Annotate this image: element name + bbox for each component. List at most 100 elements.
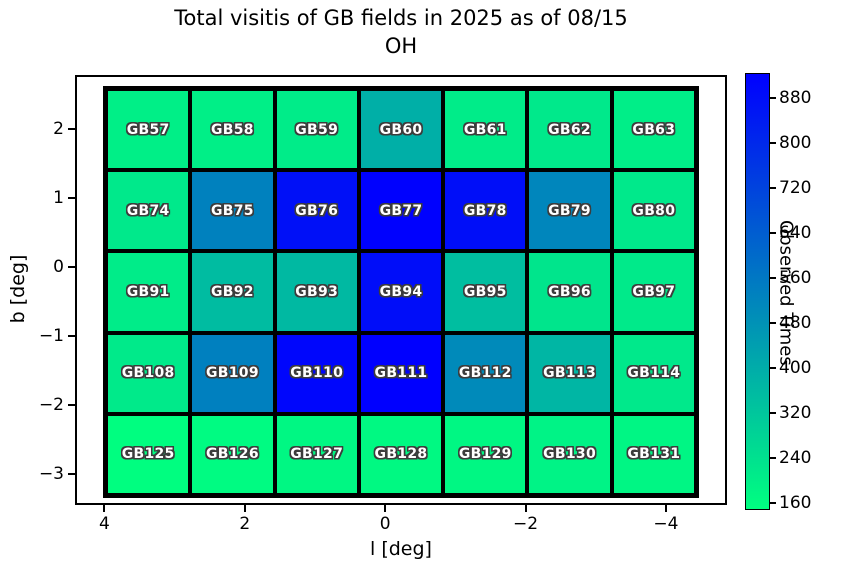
cell-label: GB78 <box>463 202 507 219</box>
heatmap-cell-gb79: GB79 <box>527 170 612 252</box>
colorbar-gradient <box>745 73 770 510</box>
cell-label: GB114 <box>627 365 681 382</box>
heatmap-cell-gb74: GB74 <box>106 170 191 252</box>
x-axis-tick-label: −4 <box>653 514 679 534</box>
colorbar-tick-label: 880 <box>779 87 812 108</box>
y-axis-tick <box>68 127 75 130</box>
y-axis-tick <box>68 196 75 199</box>
colorbar-tick-label: 480 <box>779 312 812 333</box>
cell-label: GB127 <box>290 446 344 463</box>
x-axis-tick <box>664 505 667 512</box>
heatmap-cell-gb111: GB111 <box>358 332 444 414</box>
heatmap-grid: GB57 GB58 GB59 GB60 GB61 GB62 GB63 GB74 GB75 GB76… <box>103 86 699 498</box>
x-axis-label: l [deg] <box>370 538 432 560</box>
cell-label: GB60 <box>379 121 423 138</box>
cell-label: GB62 <box>548 121 591 138</box>
cell-label: GB93 <box>295 283 339 300</box>
colorbar-tick-label: 240 <box>779 447 812 468</box>
cell-label: GB95 <box>463 283 507 300</box>
cell-label: GB131 <box>627 446 681 463</box>
x-axis-tick <box>384 505 387 512</box>
heatmap-cell-gb130: GB130 <box>527 413 612 495</box>
cell-label: GB128 <box>374 446 428 463</box>
cell-label: GB113 <box>543 365 596 382</box>
cell-label: GB58 <box>210 121 254 138</box>
heatmap-cell-gb113: GB113 <box>527 332 612 414</box>
colorbar-tick-label: 400 <box>779 357 812 378</box>
heatmap-cell-gb114: GB114 <box>611 332 696 414</box>
heatmap-cell-gb97: GB97 <box>611 251 696 333</box>
cell-label: GB74 <box>126 202 170 219</box>
y-axis-tick-label: −3 <box>38 463 64 484</box>
colorbar-tick-label: 640 <box>779 222 812 243</box>
x-axis-tick <box>524 505 527 512</box>
colorbar-tick <box>770 141 776 144</box>
cell-label: GB92 <box>210 283 254 300</box>
heatmap-cell-gb78: GB78 <box>443 170 528 252</box>
colorbar-tick <box>770 501 776 504</box>
y-axis-tick-label: 2 <box>53 118 64 139</box>
heatmap-cell-gb93: GB93 <box>274 251 359 333</box>
cell-label: GB109 <box>205 365 259 382</box>
heatmap-cell-gb127: GB127 <box>274 413 359 495</box>
colorbar-tick <box>770 411 776 414</box>
heatmap-cell-gb128: GB128 <box>358 413 444 495</box>
cell-label: GB112 <box>458 365 512 382</box>
chart-title-line2: OH <box>384 34 418 58</box>
y-axis-label: b [deg] <box>7 254 29 324</box>
cell-label: GB75 <box>210 202 254 219</box>
heatmap-cell-gb77: GB77 <box>358 170 444 252</box>
heatmap-cell-gb129: GB129 <box>443 413 528 495</box>
x-axis-tick-label: 0 <box>379 514 391 534</box>
cell-label: GB129 <box>458 446 512 463</box>
y-axis-tick-label: 1 <box>53 187 64 208</box>
colorbar-tick <box>770 96 776 99</box>
y-axis-tick <box>68 472 75 475</box>
cell-label: GB63 <box>632 121 676 138</box>
heatmap-cell-gb91: GB91 <box>106 251 191 333</box>
heatmap-cell-gb125: GB125 <box>106 413 191 495</box>
colorbar-tick-label: 720 <box>779 177 812 198</box>
colorbar-tick <box>770 366 776 369</box>
chart-title-line1: Total visitis of GB fields in 2025 as of… <box>174 6 628 30</box>
cell-label: GB125 <box>121 446 175 463</box>
colorbar-tick <box>770 321 776 324</box>
heatmap-cell-gb112: GB112 <box>443 332 528 414</box>
x-axis-tick-label: −2 <box>513 514 539 534</box>
heatmap-cell-gb109: GB109 <box>190 332 275 414</box>
y-axis-tick-label: −1 <box>38 325 64 346</box>
heatmap-cell-gb57: GB57 <box>106 89 191 171</box>
colorbar-tick-label: 560 <box>779 267 812 288</box>
heatmap-cell-gb63: GB63 <box>611 89 696 171</box>
cell-label: GB126 <box>205 446 259 463</box>
heatmap-cell-gb96: GB96 <box>527 251 612 333</box>
heatmap-cell-gb60: GB60 <box>358 89 444 171</box>
y-axis-tick <box>68 265 75 268</box>
heatmap-cell-gb59: GB59 <box>274 89 359 171</box>
heatmap-cell-gb110: GB110 <box>274 332 359 414</box>
cell-label: GB94 <box>379 283 423 300</box>
colorbar-tick-label: 320 <box>779 402 812 423</box>
cell-label: GB108 <box>121 365 175 382</box>
cell-label: GB79 <box>548 202 591 219</box>
x-axis-tick-label: 4 <box>99 514 110 534</box>
heatmap-cell-gb62: GB62 <box>527 89 612 171</box>
cell-label: GB76 <box>295 202 339 219</box>
heatmap-cell-gb95: GB95 <box>443 251 528 333</box>
colorbar-tick <box>770 276 776 279</box>
heatmap-cell-gb94: GB94 <box>358 251 444 333</box>
cell-label: GB111 <box>374 365 428 382</box>
heatmap-cell-gb58: GB58 <box>190 89 275 171</box>
cell-label: GB97 <box>632 283 676 300</box>
colorbar-tick <box>770 231 776 234</box>
colorbar-tick <box>770 186 776 189</box>
heatmap-cell-gb108: GB108 <box>106 332 191 414</box>
colorbar-tick-label: 160 <box>779 492 812 513</box>
heatmap-cell-gb61: GB61 <box>443 89 528 171</box>
heatmap-cell-gb80: GB80 <box>611 170 696 252</box>
plot-area: GB57 GB58 GB59 GB60 GB61 GB62 GB63 GB74 GB75 GB76… <box>75 75 727 505</box>
cell-label: GB130 <box>543 446 596 463</box>
cell-label: GB77 <box>379 202 423 219</box>
colorbar-tick <box>770 456 776 459</box>
